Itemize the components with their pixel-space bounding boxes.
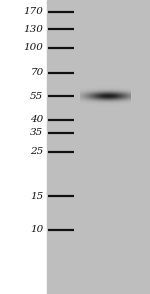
Text: 25: 25 — [30, 147, 44, 156]
Text: 15: 15 — [30, 192, 44, 201]
Text: 100: 100 — [24, 43, 44, 52]
Text: 170: 170 — [24, 7, 44, 16]
Text: 70: 70 — [30, 69, 44, 77]
Bar — [0, 0, 47, 294]
Text: 130: 130 — [24, 25, 44, 34]
Text: 55: 55 — [30, 92, 44, 101]
Text: 40: 40 — [30, 116, 44, 124]
Bar — [47, 0, 150, 294]
Text: 10: 10 — [30, 225, 44, 234]
Text: 35: 35 — [30, 128, 44, 137]
